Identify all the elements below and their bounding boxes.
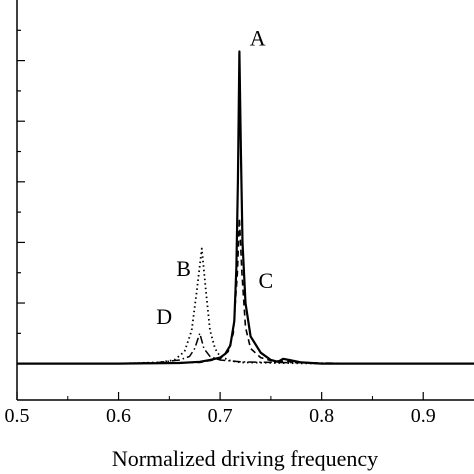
series-line-C [17,217,474,365]
peak-labels: A B C D [156,25,273,329]
series-line-D [17,332,474,365]
peak-label-B: B [176,256,191,281]
x-tick-label: 0.7 [208,405,233,427]
peak-label-D: D [156,304,172,329]
series-line-B [17,247,474,365]
x-tick-label: 0.5 [5,405,30,427]
peak-label-C: C [258,268,273,293]
x-tick-label: 0.8 [309,405,334,427]
axes: 0.5 0.6 0.7 0.8 0.9 [5,0,474,427]
x-axis-label: Normalized driving frequency [112,446,378,471]
x-tick-label: 0.9 [411,405,436,427]
series-line-A [17,50,474,365]
series-group [17,50,474,365]
x-tick-label: 0.6 [106,405,131,427]
peak-label-A: A [250,25,266,50]
